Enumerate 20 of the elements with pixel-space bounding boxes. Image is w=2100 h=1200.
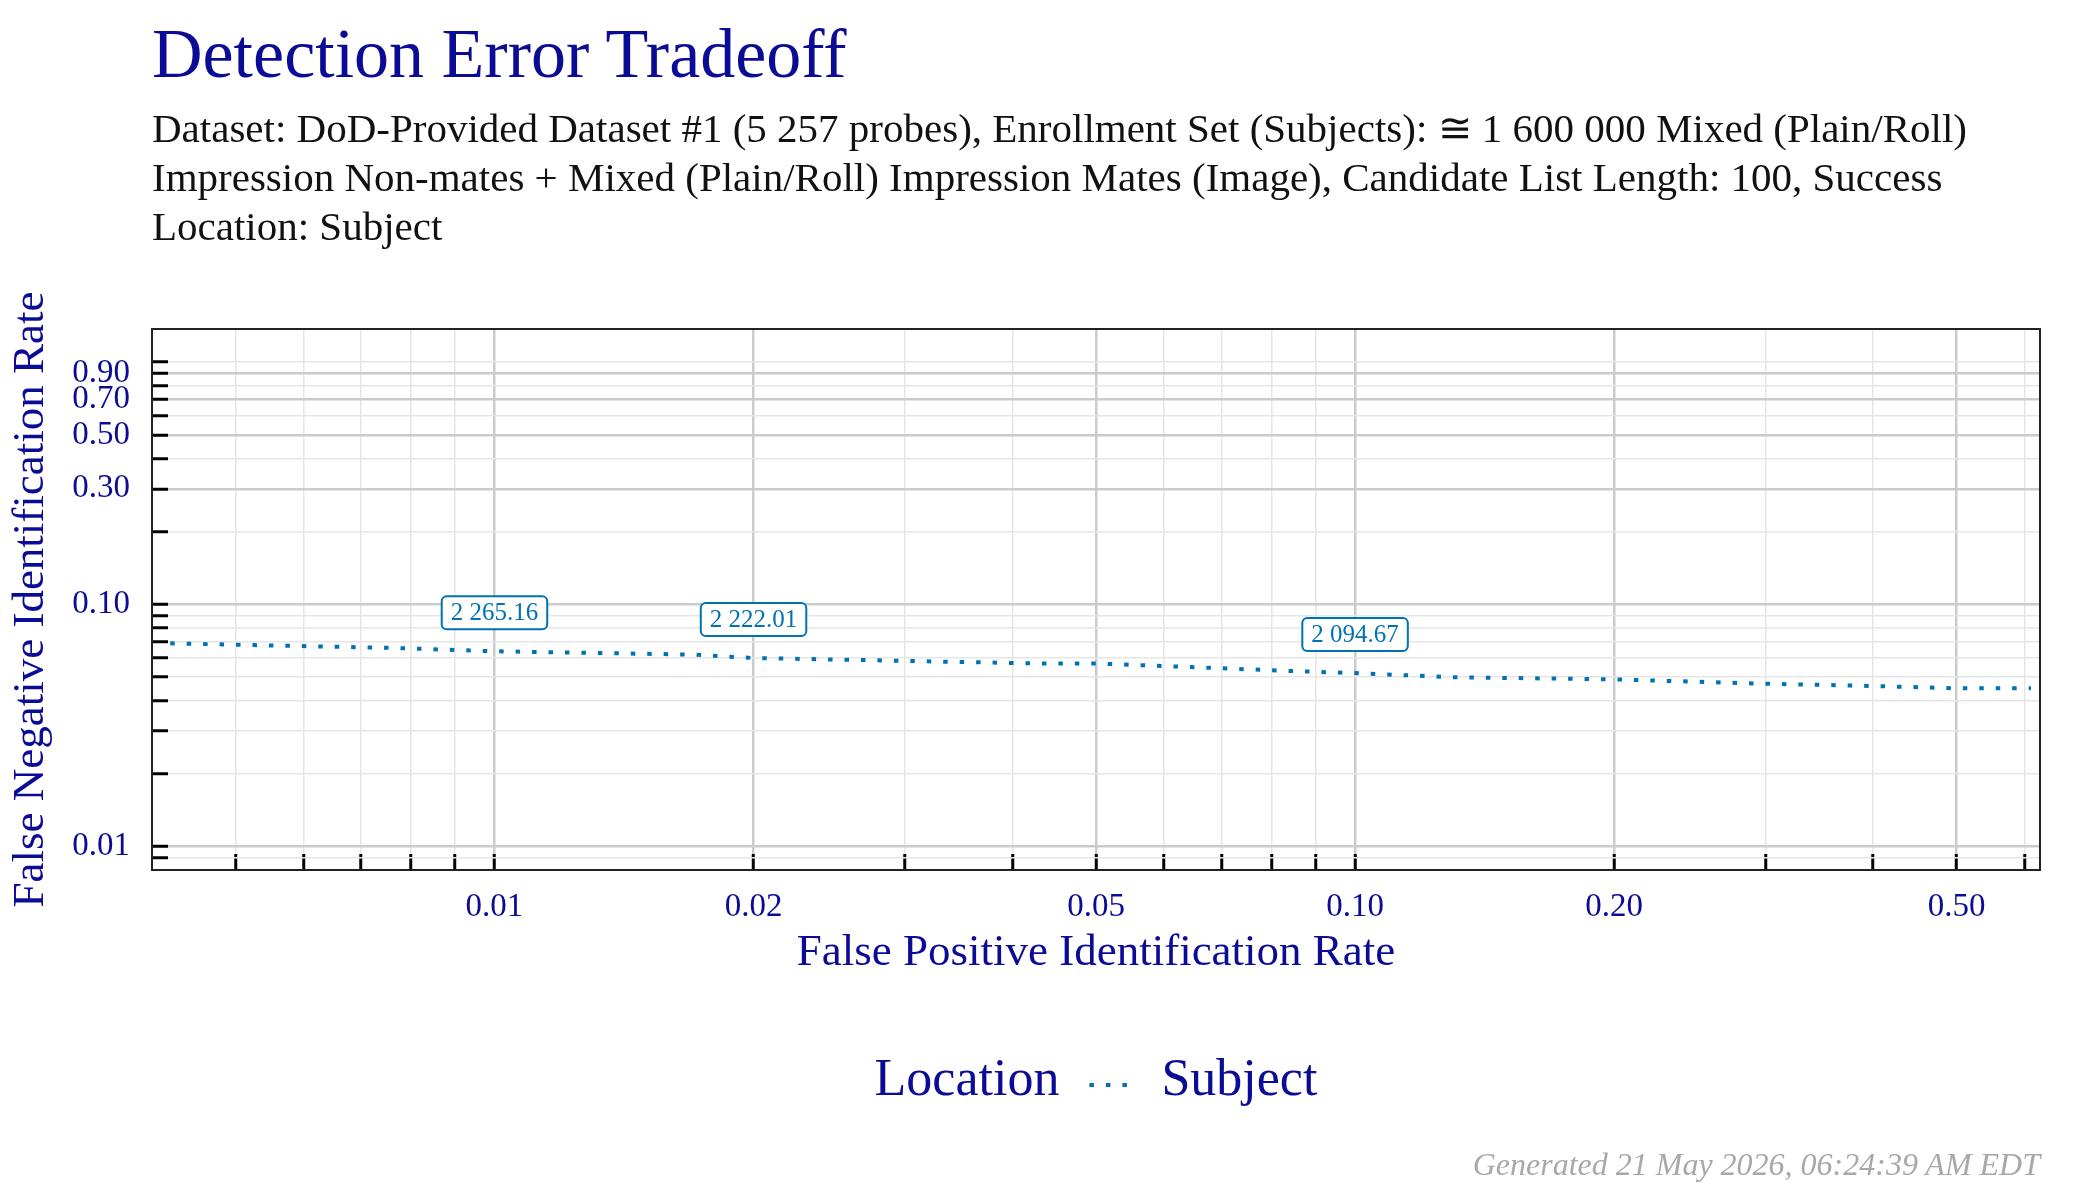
legend-label: Subject [1161,1048,1318,1106]
x-tick-label: 0.10 [1326,887,1384,924]
chart-subtitle: Dataset: DoD-Provided Dataset #1 (5 257 probes), Enrollment Set (Subjects): ≅ 1 600 000 Mixed (Plain/Roll) Impression Non-mates + Mixed (Plain/Roll) Impression Mates (Image), Candidate List Length: 100, Success Location: Subject [152,104,1968,251]
x-tick-label: 0.50 [1927,887,1986,924]
y-axis-title: False Negative Identification Rate [2,291,53,908]
y-tick-label: 0.50 [72,414,130,451]
y-tick-label: 0.30 [72,468,130,505]
legend-title: Location [874,1048,1060,1106]
annotation: 2 222.01 [709,605,798,633]
x-tick-label: 0.05 [1067,887,1125,924]
x-tick-label: 0.02 [724,887,783,924]
annotation: 2 094.67 [1311,620,1399,648]
y-tick-label: 0.01 [72,826,130,863]
text: Generated 21 May 2026, 06:24:39 AM EDT [1472,1146,2040,1182]
y-tick-label: 0.10 [72,583,130,620]
annotation: 2 265.16 [450,598,539,626]
chart-title: Detection Error Tradeoff [152,14,847,94]
x-axis-title: False Positive Identification Rate [796,924,1396,975]
x-tick-label: 0.01 [465,887,524,924]
x-tick-label: 0.20 [1585,887,1644,924]
